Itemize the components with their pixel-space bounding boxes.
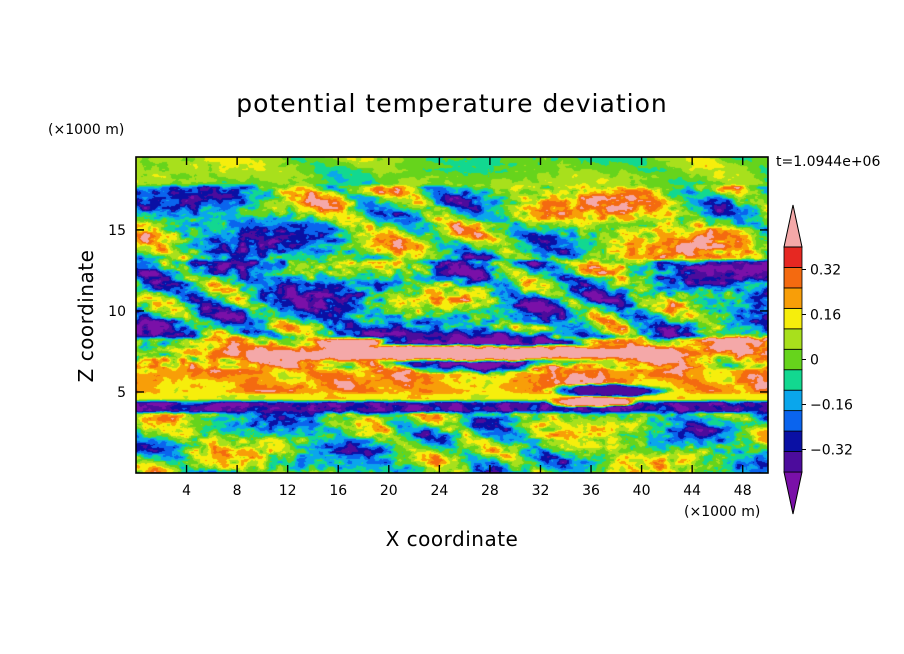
x-tick-label: 20 bbox=[380, 483, 398, 499]
colorbar-swatch bbox=[783, 348, 803, 371]
colorbar-swatch bbox=[783, 369, 803, 391]
colorbar-swatch bbox=[783, 430, 803, 452]
colorbar-swatch bbox=[783, 246, 803, 268]
x-axis-label: X coordinate bbox=[386, 527, 519, 551]
x-tick-label: 44 bbox=[683, 483, 701, 499]
y-axis-label: Z coordinate bbox=[74, 250, 98, 383]
plot-area bbox=[135, 156, 769, 474]
y-tick-label: 10 bbox=[108, 304, 126, 320]
y-axis: 5 10 15 bbox=[108, 223, 768, 401]
colorbar-swatch bbox=[783, 410, 803, 432]
colorbar-swatch bbox=[783, 307, 803, 330]
x-tick-label: 8 bbox=[233, 483, 242, 499]
colorbar-label: 0.32 bbox=[810, 263, 841, 279]
colorbar-label: −0.32 bbox=[810, 443, 853, 459]
colorbar-swatch bbox=[783, 328, 803, 350]
y-unit-label: (×1000 m) bbox=[48, 122, 124, 138]
colorbar-swatch bbox=[783, 287, 803, 309]
x-unit-label: (×1000 m) bbox=[684, 504, 760, 520]
x-tick-label: 32 bbox=[532, 483, 550, 499]
colorbar-label: −0.16 bbox=[810, 398, 853, 414]
time-label: t=1.0944e+06 bbox=[776, 154, 880, 170]
colorbar-swatch bbox=[783, 451, 803, 473]
heatmap-field bbox=[136, 157, 768, 473]
x-tick-label: 48 bbox=[734, 483, 752, 499]
colorbar-swatch bbox=[783, 267, 803, 289]
y-tick-label: 5 bbox=[117, 385, 126, 401]
x-tick-label: 28 bbox=[481, 483, 499, 499]
y-tick-label: 15 bbox=[108, 223, 126, 239]
chart-title: potential temperature deviation bbox=[236, 89, 667, 118]
x-tick-label: 40 bbox=[633, 483, 651, 499]
plot-frame bbox=[135, 156, 769, 474]
colorbar: 0.32 0.16 0 −0.16 −0.32 bbox=[783, 204, 853, 515]
colorbar-label: 0.16 bbox=[810, 308, 841, 324]
x-tick-label: 24 bbox=[430, 483, 448, 499]
colorbar-extend-low bbox=[783, 471, 803, 515]
colorbar-extend-high bbox=[783, 204, 803, 248]
colorbar-label: 0 bbox=[810, 353, 819, 369]
x-tick-label: 4 bbox=[182, 483, 191, 499]
x-axis: 4 8 12 16 20 24 28 32 36 40 44 48 bbox=[182, 157, 752, 499]
x-tick-label: 16 bbox=[329, 483, 347, 499]
x-tick-label: 12 bbox=[279, 483, 297, 499]
colorbar-swatch bbox=[783, 389, 803, 412]
x-tick-label: 36 bbox=[582, 483, 600, 499]
